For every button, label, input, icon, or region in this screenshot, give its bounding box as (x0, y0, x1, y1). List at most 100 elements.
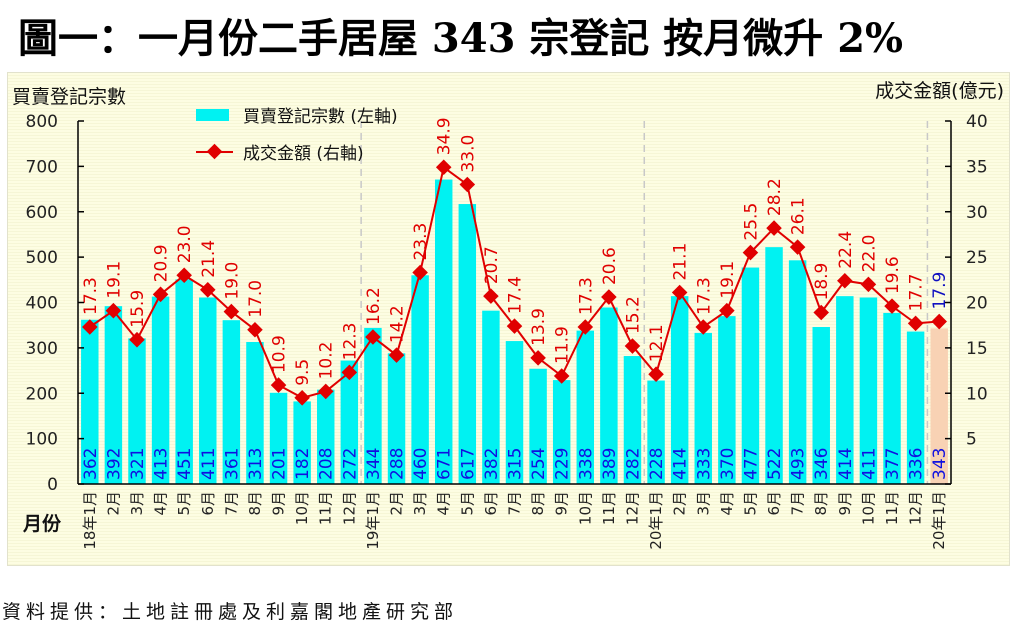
x-tick-label: 4月 (435, 491, 453, 516)
line-value-label: 15.9 (128, 290, 148, 328)
y-right-tick-label: 5 (966, 430, 977, 450)
line-marker (719, 302, 735, 319)
line-value-label: 25.5 (741, 203, 761, 241)
bar (930, 328, 948, 484)
bar-value-label: 414 (671, 448, 691, 480)
legend-line-label: 成交金額 (右軸) (243, 144, 364, 164)
bar-value-label: 343 (930, 448, 950, 480)
x-tick-label: 6月 (482, 491, 500, 516)
bar (576, 330, 595, 484)
x-tick-labels: 18年1月 2月 3月 4月 5月 6月 7月 8月 9月 10月 11月 12月 19年1月 2月 3月 4… (81, 491, 948, 550)
line-marker (766, 220, 782, 236)
x-tick-label: 3月 (411, 491, 429, 516)
bar (836, 296, 854, 484)
line-value-label: 23.3 (411, 223, 431, 261)
line-value-label: 12.3 (340, 323, 360, 361)
legend-bar-label: 買賣登記宗數 (左軸) (243, 107, 398, 127)
line-value-label: 14.2 (388, 305, 408, 343)
y-right-tick-label: 35 (966, 157, 988, 177)
x-tick-label: 2月 (104, 491, 122, 516)
bar-value-label: 315 (506, 448, 526, 480)
legend: 買賣登記宗數 (左軸) 成交金額 (右軸) (196, 107, 398, 164)
line-marker (223, 303, 240, 320)
bar-value-label: 522 (765, 448, 785, 480)
line-value-label: 17.9 (930, 272, 950, 310)
bar-value-label: 201 (270, 448, 290, 480)
x-tick-label: 11月 (317, 491, 335, 525)
bar-labels: 362 392 321 413 451 411 361 313 201 182 208 272 344 2… (81, 448, 950, 480)
x-tick-label: 8月 (529, 491, 547, 516)
line-value-label: 19.0 (222, 262, 242, 300)
bar (812, 327, 830, 484)
bar-value-label: 344 (364, 448, 384, 480)
bar-value-label: 336 (907, 448, 927, 480)
bar (317, 389, 335, 484)
line-value-label: 17.3 (694, 277, 714, 315)
bar (246, 341, 264, 484)
bar (859, 297, 878, 484)
line-marker (129, 331, 145, 348)
x-tick-label: 7月 (506, 491, 524, 516)
line-marker (435, 159, 452, 176)
bar (883, 312, 901, 484)
line-value-label: 16.2 (364, 287, 384, 325)
bar (529, 368, 547, 484)
bar-value-label: 671 (435, 448, 455, 480)
x-tick-label: 5月 (175, 491, 193, 516)
line-value-label: 15.2 (623, 296, 643, 334)
bar (670, 296, 689, 484)
line-value-label: 17.3 (81, 277, 101, 315)
chart-title: 圖一：一月份二手居屋 343 宗登記 按月微升 2% (18, 15, 904, 62)
line-marker (270, 377, 287, 393)
y-left-tick-label: 500 (26, 248, 58, 268)
line-marker (176, 267, 192, 284)
x-tick-label: 4月 (152, 491, 170, 516)
bar (505, 341, 524, 484)
x-tick-label: 11月 (883, 491, 901, 525)
legend-line-marker (206, 143, 223, 160)
bar (718, 316, 736, 484)
bar (741, 267, 760, 484)
source-note: 資料提供：土地註冊處及利嘉閣地產研究部 (2, 601, 459, 623)
bar-value-label: 392 (104, 448, 124, 480)
bar-value-label: 288 (388, 448, 408, 480)
y-right-tick-label: 15 (966, 339, 988, 359)
x-tick-label: 10月 (859, 491, 877, 525)
bar (600, 307, 618, 484)
x-tick-label: 3月 (694, 491, 712, 516)
legend-bar-swatch (196, 109, 229, 121)
y-left-tick-label: 700 (26, 157, 58, 177)
line-value-label: 20.7 (482, 246, 502, 284)
line-value-label: 17.0 (246, 280, 266, 318)
x-tick-label: 10月 (293, 491, 311, 525)
x-tick-label: 12月 (340, 491, 358, 525)
bar (765, 247, 783, 484)
bar-value-label: 411 (199, 448, 219, 480)
bar-value-label: 460 (411, 448, 431, 480)
y-right-tick-label: 30 (966, 203, 988, 223)
bar (128, 338, 146, 484)
bar (411, 275, 429, 484)
x-tick-label: 4月 (718, 491, 736, 516)
bar-value-label: 477 (741, 448, 761, 480)
line-marker (907, 315, 924, 332)
line-value-label: 19.1 (104, 261, 124, 299)
line-value-label: 28.2 (765, 178, 785, 216)
bar-value-label: 361 (222, 448, 242, 480)
line-value-label: 12.1 (647, 324, 667, 362)
line-marker (813, 304, 830, 321)
x-tick-label: 11月 (600, 491, 618, 525)
bar-value-label: 451 (175, 448, 195, 480)
y-axis-right-title: 成交金額(億元) (875, 80, 1004, 102)
y-right-tick-label: 40 (966, 112, 988, 132)
bar-value-label: 254 (529, 448, 549, 480)
y-left-tick-label: 600 (26, 203, 58, 223)
bar-value-label: 229 (553, 448, 573, 480)
x-tick-label: 6月 (765, 491, 783, 516)
line-value-label: 19.1 (718, 261, 738, 299)
bar (199, 297, 217, 484)
bar-value-label: 321 (128, 448, 148, 480)
bars (81, 179, 948, 484)
line-value-label: 21.1 (671, 243, 691, 281)
